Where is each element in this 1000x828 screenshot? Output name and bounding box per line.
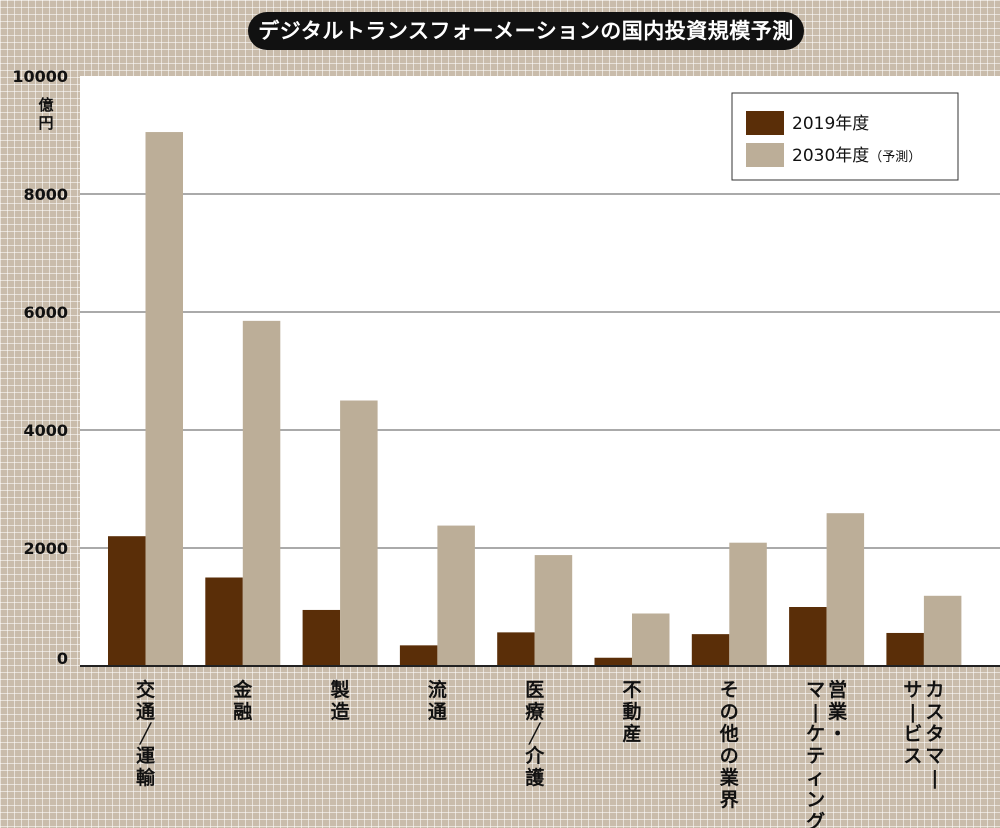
legend: 2019年度 2030年度（予測）: [731, 92, 959, 181]
bars: [108, 132, 962, 667]
category-label: カスタマ|: [925, 679, 944, 789]
category-label: 金融: [232, 678, 253, 723]
y-axis-unit: 億円: [38, 96, 53, 132]
category-label: 交通╱運輸: [136, 678, 156, 789]
y-tick-label: 8000: [23, 185, 68, 204]
y-tick-label: 6000: [23, 303, 68, 322]
y-tick-label: 10000: [12, 67, 68, 86]
bar-2030: [340, 400, 378, 666]
bar-2019: [108, 536, 146, 666]
x-axis: 交通╱運輸 金融 製造 流通 医療╱介護 不動産 その他の業界 営業・マ|ケティング カスタマ|…: [136, 678, 944, 828]
bar-2019: [789, 607, 827, 666]
category-label: 医療╱介護: [524, 679, 545, 789]
bar-2030: [437, 525, 475, 666]
bar-2030: [242, 320, 281, 666]
bar-2019: [594, 657, 632, 666]
y-axis: 0 2000 4000 6000 8000 10000: [12, 67, 68, 668]
y-tick-label: 0: [57, 649, 68, 668]
bar-2019: [497, 632, 535, 666]
category-label: 製造: [330, 679, 351, 723]
legend-swatch-2030: [746, 143, 784, 167]
bar-2019: [691, 634, 730, 666]
bar-2030: [632, 613, 670, 666]
category-label: 不動産: [622, 679, 641, 745]
y-tick-label: 2000: [23, 539, 68, 558]
y-tick-label: 4000: [23, 421, 68, 440]
legend-label-2030: 2030年度（予測）: [792, 146, 921, 166]
legend-label-2019: 2019年度: [792, 114, 869, 134]
bar-2030: [923, 595, 962, 666]
bar-2030: [534, 555, 573, 666]
category-label: その他の業界: [719, 679, 740, 811]
bar-2019: [302, 609, 341, 666]
legend-swatch-2019: [746, 111, 784, 135]
bar-2019: [205, 577, 243, 666]
chart-title: デジタルトランスフォーメーションの国内投資規模予測: [248, 12, 804, 50]
bar-2030: [826, 513, 865, 666]
category-label: サ|ビス: [903, 679, 922, 767]
bar-2019: [886, 632, 924, 666]
category-label: 営業・: [827, 678, 848, 745]
category-label: マ|ケティング: [806, 679, 825, 828]
category-label: 流通: [428, 678, 448, 723]
bar-2030: [145, 132, 183, 667]
bar-2019: [399, 645, 438, 666]
bar-2030: [729, 542, 767, 666]
